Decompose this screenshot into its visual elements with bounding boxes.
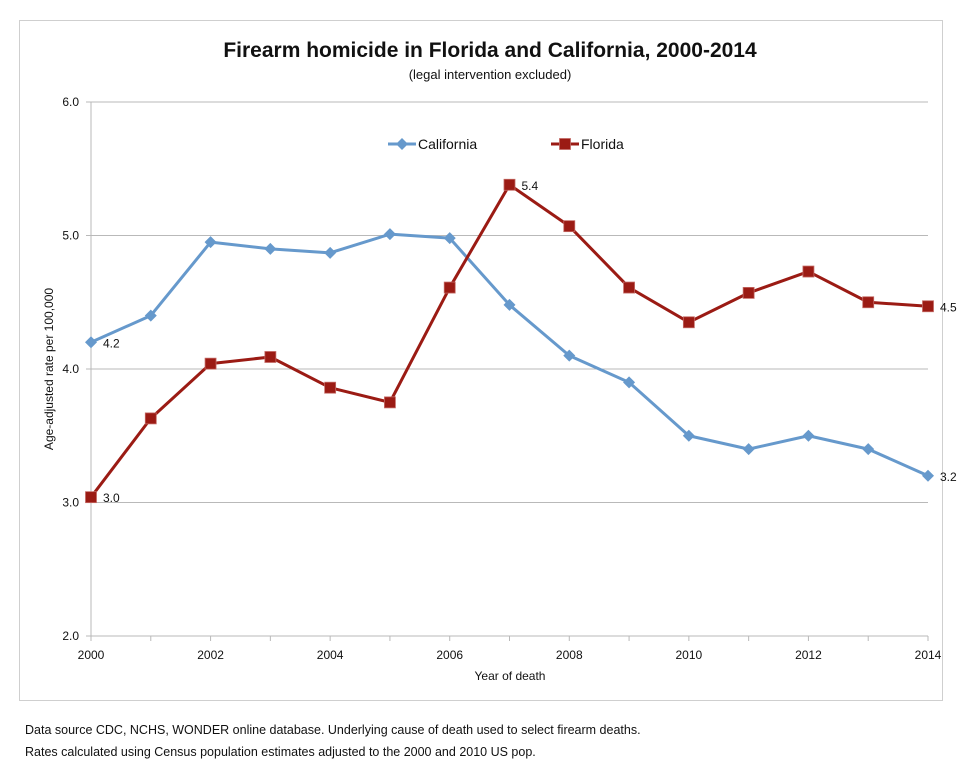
y-axis-title: Age-adjusted rate per 100,000 <box>42 288 56 450</box>
chart-frame <box>19 20 943 701</box>
data-point-california <box>443 232 456 245</box>
data-point-california <box>563 349 576 362</box>
data-point-florida <box>802 265 815 278</box>
data-point-florida <box>264 351 277 363</box>
data-point-california <box>862 443 875 456</box>
y-tick-label: 2.0 <box>62 629 79 643</box>
legend-item-florida: Florida <box>551 136 624 152</box>
data-label: 4.2 <box>103 336 120 350</box>
x-tick-label: 2004 <box>317 648 344 662</box>
data-point-california <box>383 228 396 241</box>
footnote-data-source: Data source CDC, NCHS, WONDER online dat… <box>25 723 641 737</box>
data-label: 4.5 <box>940 300 957 314</box>
line-california <box>90 232 929 478</box>
data-point-california <box>682 429 695 442</box>
data-point-california <box>85 336 97 349</box>
line-florida <box>89 183 929 499</box>
data-point-florida <box>922 300 934 313</box>
footnote-rates: Rates calculated using Census population… <box>25 745 536 759</box>
series-florida <box>85 178 934 504</box>
legend-item-california: California <box>388 136 477 152</box>
data-labels: 4.2 3.2 3.0 5.4 4.5 <box>103 179 957 505</box>
data-point-california <box>324 246 337 259</box>
legend-marker-diamond-icon <box>396 138 408 150</box>
data-point-florida <box>85 491 97 504</box>
data-point-california <box>922 469 934 482</box>
x-tick-label: 2010 <box>676 648 703 662</box>
chart-subtitle: (legal intervention excluded) <box>409 67 572 82</box>
legend-label: Florida <box>581 136 624 152</box>
data-point-florida <box>384 396 396 409</box>
data-point-florida <box>443 281 456 294</box>
x-tick-label: 2012 <box>795 648 822 662</box>
data-point-florida <box>563 220 576 233</box>
data-point-california <box>742 443 755 456</box>
data-point-florida <box>682 316 695 329</box>
y-tick-label: 4.0 <box>62 362 79 376</box>
series-california <box>85 228 934 482</box>
series <box>85 178 934 504</box>
y-tick-label: 5.0 <box>62 229 79 243</box>
legend-label: California <box>418 136 477 152</box>
x-axis-title: Year of death <box>475 669 546 683</box>
axes: 2.0 3.0 4.0 5.0 6.0 2000 2002 2004 2006 2008 2010 2… <box>62 95 941 662</box>
x-tick-label: 2000 <box>78 648 105 662</box>
data-point-florida <box>204 357 217 370</box>
data-label: 5.4 <box>522 179 539 193</box>
legend-marker-square-icon <box>559 138 571 150</box>
y-tick-label: 6.0 <box>62 95 79 109</box>
legend: California Florida <box>388 136 624 152</box>
y-tick-label: 3.0 <box>62 496 79 510</box>
data-point-florida <box>742 287 755 299</box>
data-point-florida <box>623 281 635 294</box>
data-point-california <box>144 309 157 322</box>
data-point-florida <box>324 381 337 394</box>
data-point-florida <box>862 296 875 309</box>
gridlines <box>86 101 928 637</box>
x-tick-label: 2014 <box>915 648 942 662</box>
x-tick-label: 2008 <box>556 648 583 662</box>
chart: Firearm homicide in Florida and Californ… <box>42 39 957 683</box>
data-point-california <box>204 236 217 249</box>
data-point-california <box>503 298 516 311</box>
data-point-california <box>802 429 815 442</box>
data-point-california <box>623 376 636 389</box>
data-label: 3.0 <box>103 491 120 505</box>
x-tick-label: 2006 <box>436 648 463 662</box>
chart-title: Firearm homicide in Florida and Californ… <box>223 39 757 62</box>
data-point-florida <box>144 412 157 425</box>
data-point-california <box>264 242 277 255</box>
data-point-florida <box>503 178 516 191</box>
data-label: 3.2 <box>940 470 957 484</box>
x-tick-label: 2002 <box>197 648 224 662</box>
